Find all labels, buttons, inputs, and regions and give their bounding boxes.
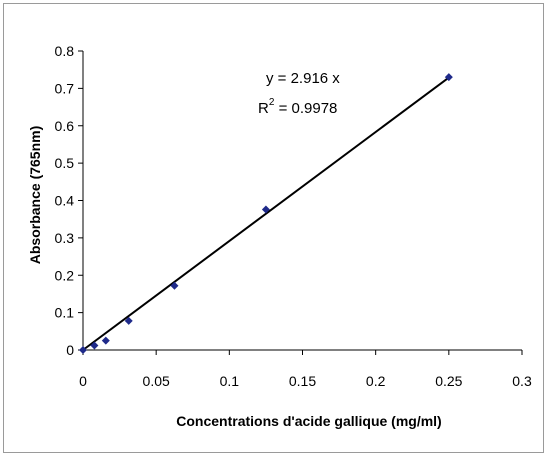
data-point — [124, 316, 133, 325]
x-tick-label: 0.05 — [143, 373, 170, 389]
y-tick-label: 0.5 — [55, 155, 75, 171]
data-point — [444, 73, 453, 82]
y-tick-label: 0.2 — [55, 267, 75, 283]
r-squared-label: R2 = 0.9978 — [258, 97, 337, 117]
r-squared-prefix: R — [258, 100, 269, 117]
r-squared-superscript: 2 — [269, 97, 275, 108]
y-tick-label: 0.1 — [55, 305, 75, 321]
x-tick-label: 0.15 — [289, 373, 316, 389]
r-squared-value: = 0.9978 — [274, 100, 337, 117]
data-point — [170, 281, 179, 290]
data-point — [261, 205, 270, 214]
data-points — [79, 73, 453, 354]
trend-line — [82, 76, 450, 351]
x-tick-label: 0 — [79, 373, 87, 389]
y-axis-ticks: 0 0.1 0.2 0.3 0.4 0.5 0.6 0.7 0.8 — [55, 43, 83, 358]
y-tick-label: 0.4 — [55, 193, 75, 209]
x-axis-ticks: 0 0.05 0.1 0.15 0.2 0.25 0.3 — [79, 350, 532, 389]
x-axis-title: Concentrations d'acide gallique (mg/ml) — [176, 413, 441, 429]
chart-frame: 0 0.1 0.2 0.3 0.4 0.5 0.6 0.7 0.8 0 0.05 0.1 0.15 0.… — [3, 3, 544, 453]
x-tick-label: 0.25 — [435, 373, 462, 389]
y-axis-title: Absorbance (765nm) — [27, 126, 43, 264]
y-tick-label: 0.7 — [55, 80, 75, 96]
y-tick-label: 0 — [66, 342, 74, 358]
y-tick-label: 0.3 — [55, 230, 75, 246]
data-point — [79, 346, 87, 354]
y-tick-label: 0.6 — [55, 118, 75, 134]
scatter-chart: 0 0.1 0.2 0.3 0.4 0.5 0.6 0.7 0.8 0 0.05 0.1 0.15 0.… — [27, 43, 532, 429]
data-point — [101, 336, 110, 345]
x-tick-label: 0.2 — [366, 373, 386, 389]
x-tick-label: 0.3 — [512, 373, 532, 389]
x-tick-label: 0.1 — [220, 373, 240, 389]
regression-equation: y = 2.916 x — [266, 70, 340, 87]
data-point — [90, 341, 99, 350]
y-tick-label: 0.8 — [55, 43, 75, 59]
